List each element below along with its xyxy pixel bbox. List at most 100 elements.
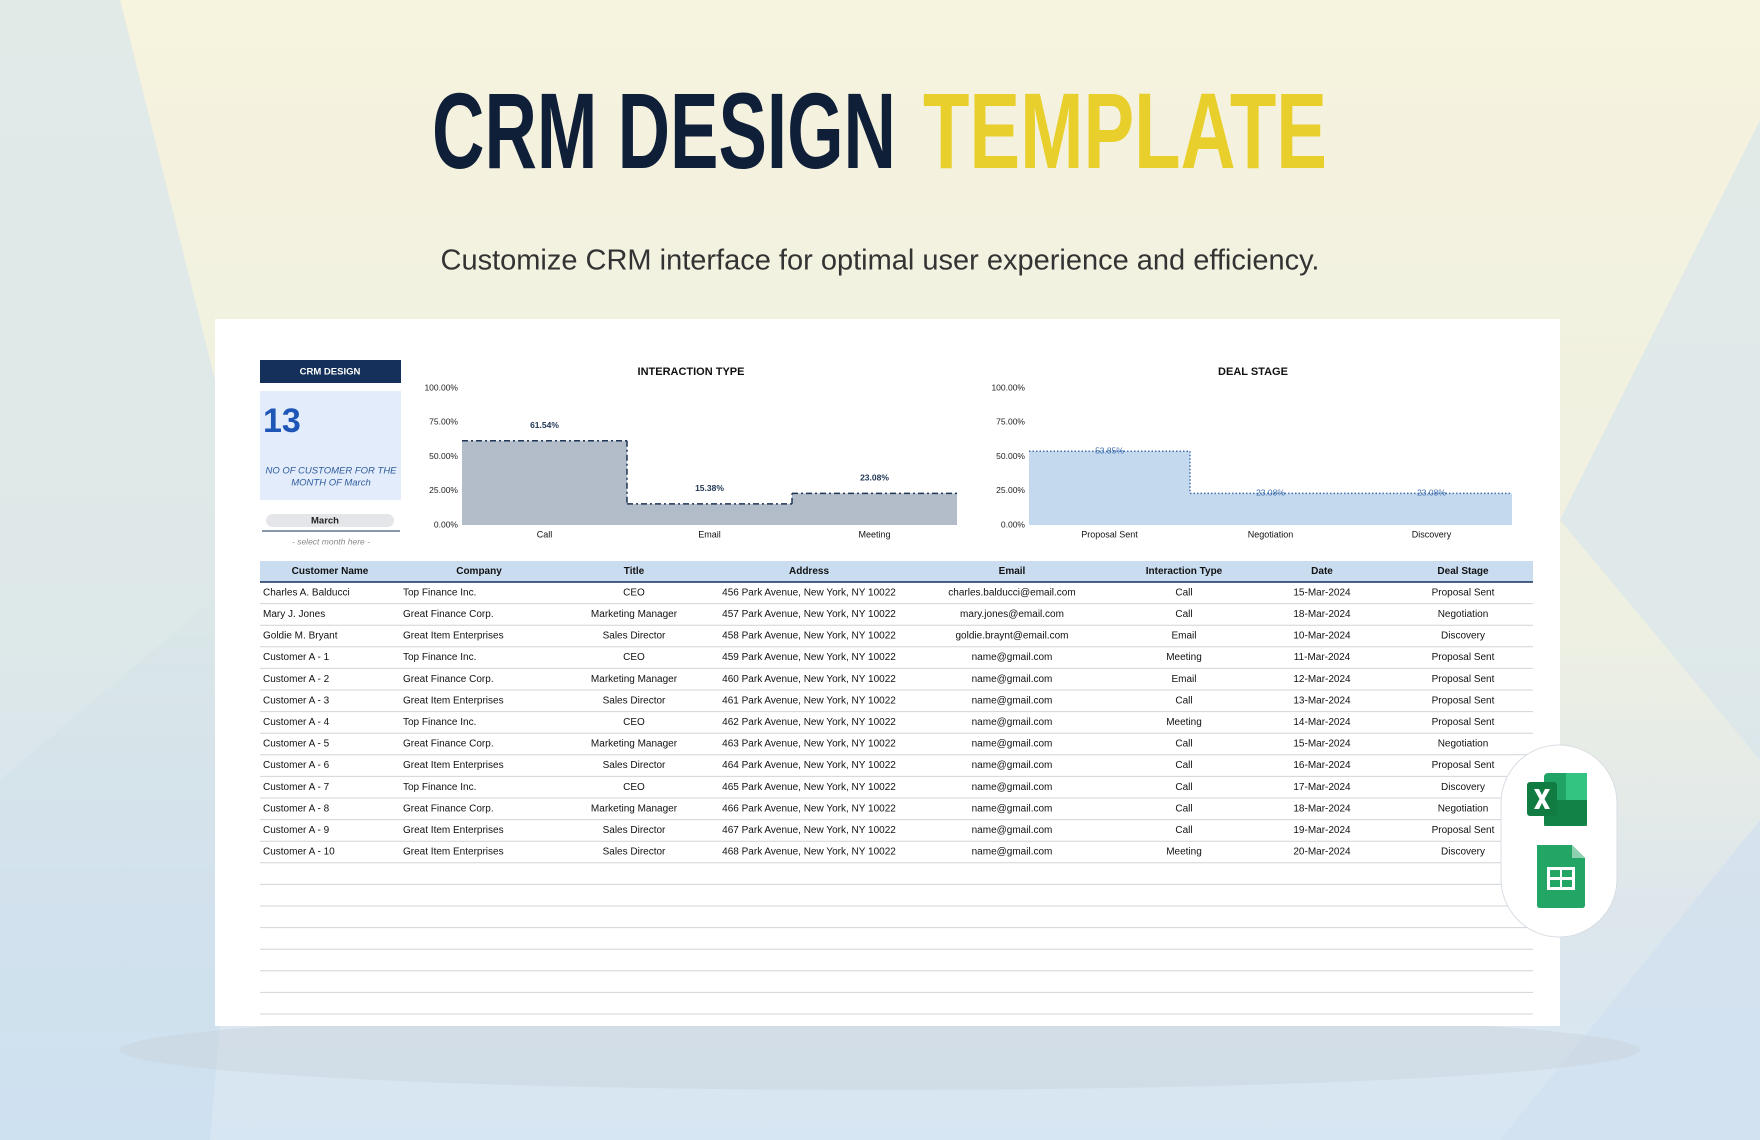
table-cell: Sales Director: [603, 695, 666, 706]
table-cell: Call: [1175, 760, 1192, 771]
area-step: [1029, 451, 1190, 525]
table-cell: Call: [1175, 587, 1192, 598]
table-cell: Customer A - 6: [263, 760, 330, 771]
table-cell: Great Finance Corp.: [403, 609, 494, 620]
table-cell: Discovery: [1441, 847, 1485, 858]
x-tick-label: Email: [698, 529, 721, 539]
table-cell: name@gmail.com: [972, 847, 1053, 858]
table-cell: 468 Park Avenue, New York, NY 10022: [722, 847, 896, 858]
table-cell: Proposal Sent: [1432, 652, 1495, 663]
table-cell: Charles A. Balducci: [263, 587, 350, 598]
table-cell: Meeting: [1166, 717, 1202, 728]
panel-count: 13: [263, 402, 301, 440]
table-cell: Call: [1175, 609, 1192, 620]
table-cell: 464 Park Avenue, New York, NY 10022: [722, 760, 896, 771]
table-cell: Great Item Enterprises: [403, 847, 504, 858]
table-cell: name@gmail.com: [972, 717, 1053, 728]
x-tick-label: Negotiation: [1248, 529, 1294, 539]
table-cell: Marketing Manager: [591, 739, 678, 750]
table-cell: Email: [1171, 674, 1196, 685]
y-tick-label: 100.00%: [991, 382, 1025, 392]
column-header: Title: [624, 566, 645, 577]
x-tick-label: Discovery: [1412, 529, 1452, 539]
table-cell: charles.balducci@email.com: [948, 587, 1075, 598]
table-cell: 15-Mar-2024: [1293, 739, 1351, 750]
table-cell: 18-Mar-2024: [1293, 609, 1351, 620]
y-tick-label: 0.00%: [434, 519, 459, 529]
table-cell: 461 Park Avenue, New York, NY 10022: [722, 695, 896, 706]
table-cell: 465 Park Avenue, New York, NY 10022: [722, 782, 896, 793]
table-cell: Customer A - 10: [263, 847, 335, 858]
table-cell: Sales Director: [603, 825, 666, 836]
table-cell: Customer A - 8: [263, 803, 330, 814]
table-cell: Top Finance Inc.: [403, 717, 476, 728]
column-header: Customer Name: [292, 566, 369, 577]
table-cell: 18-Mar-2024: [1293, 803, 1351, 814]
table-cell: Sales Director: [603, 760, 666, 771]
y-tick-label: 25.00%: [996, 485, 1025, 495]
subtitle: Customize CRM interface for optimal user…: [441, 245, 1320, 277]
excel-icon: [1527, 773, 1587, 826]
area-step: [627, 503, 792, 525]
panel-header: [260, 360, 401, 383]
table-header: [260, 561, 1533, 582]
column-header: Deal Stage: [1437, 566, 1489, 577]
table-cell: Great Item Enterprises: [403, 760, 504, 771]
table-cell: name@gmail.com: [972, 760, 1053, 771]
table-cell: Proposal Sent: [1432, 695, 1495, 706]
y-tick-label: 100.00%: [424, 382, 458, 392]
table-cell: Great Item Enterprises: [403, 631, 504, 642]
shadow: [120, 1010, 1640, 1090]
table-cell: Sales Director: [603, 631, 666, 642]
value-label: 23.08%: [860, 473, 889, 483]
table-cell: Sales Director: [603, 847, 666, 858]
table-cell: 459 Park Avenue, New York, NY 10022: [722, 652, 896, 663]
table-cell: 20-Mar-2024: [1293, 847, 1351, 858]
panel-box: [260, 391, 401, 500]
value-label: 61.54%: [530, 420, 559, 430]
x-tick-label: Meeting: [858, 529, 890, 539]
y-tick-label: 0.00%: [1001, 519, 1026, 529]
panel-caption: MONTH OF March: [291, 478, 371, 489]
y-tick-label: 75.00%: [429, 417, 458, 427]
panel-caption: NO OF CUSTOMER FOR THE: [265, 466, 397, 477]
column-header: Interaction Type: [1146, 566, 1223, 577]
table-cell: Proposal Sent: [1432, 587, 1495, 598]
y-tick-label: 50.00%: [996, 451, 1025, 461]
table-cell: 19-Mar-2024: [1293, 825, 1351, 836]
table-cell: name@gmail.com: [972, 803, 1053, 814]
table-cell: name@gmail.com: [972, 782, 1053, 793]
table-cell: Great Finance Corp.: [403, 674, 494, 685]
table-cell: Customer A - 9: [263, 825, 330, 836]
table-cell: Great Item Enterprises: [403, 695, 504, 706]
table-cell: Call: [1175, 782, 1192, 793]
table-cell: CEO: [623, 587, 645, 598]
month-pill[interactable]: [266, 514, 394, 527]
table-cell: Customer A - 2: [263, 674, 330, 685]
area-step: [792, 493, 957, 525]
y-tick-label: 75.00%: [996, 417, 1025, 427]
table-cell: goldie.braynt@email.com: [956, 631, 1069, 642]
table-cell: 10-Mar-2024: [1293, 631, 1351, 642]
x-tick-label: Call: [537, 529, 553, 539]
table-cell: 456 Park Avenue, New York, NY 10022: [722, 587, 896, 598]
table-cell: Negotiation: [1438, 609, 1489, 620]
table-cell: Proposal Sent: [1432, 717, 1495, 728]
table-cell: Discovery: [1441, 782, 1485, 793]
month-value[interactable]: March: [311, 516, 339, 527]
table-cell: Customer A - 7: [263, 782, 330, 793]
table-cell: Customer A - 3: [263, 695, 330, 706]
table-cell: Negotiation: [1438, 803, 1489, 814]
table-cell: Customer A - 1: [263, 652, 330, 663]
column-header: Address: [789, 566, 829, 577]
bg-shape: [0, 0, 260, 780]
table-cell: CEO: [623, 782, 645, 793]
table-cell: 458 Park Avenue, New York, NY 10022: [722, 631, 896, 642]
table-cell: Meeting: [1166, 652, 1202, 663]
sheets-icon: [1537, 845, 1585, 908]
table-cell: name@gmail.com: [972, 652, 1053, 663]
y-tick-label: 50.00%: [429, 451, 458, 461]
column-header: Email: [999, 566, 1026, 577]
value-label: 23.08%: [1417, 488, 1446, 498]
